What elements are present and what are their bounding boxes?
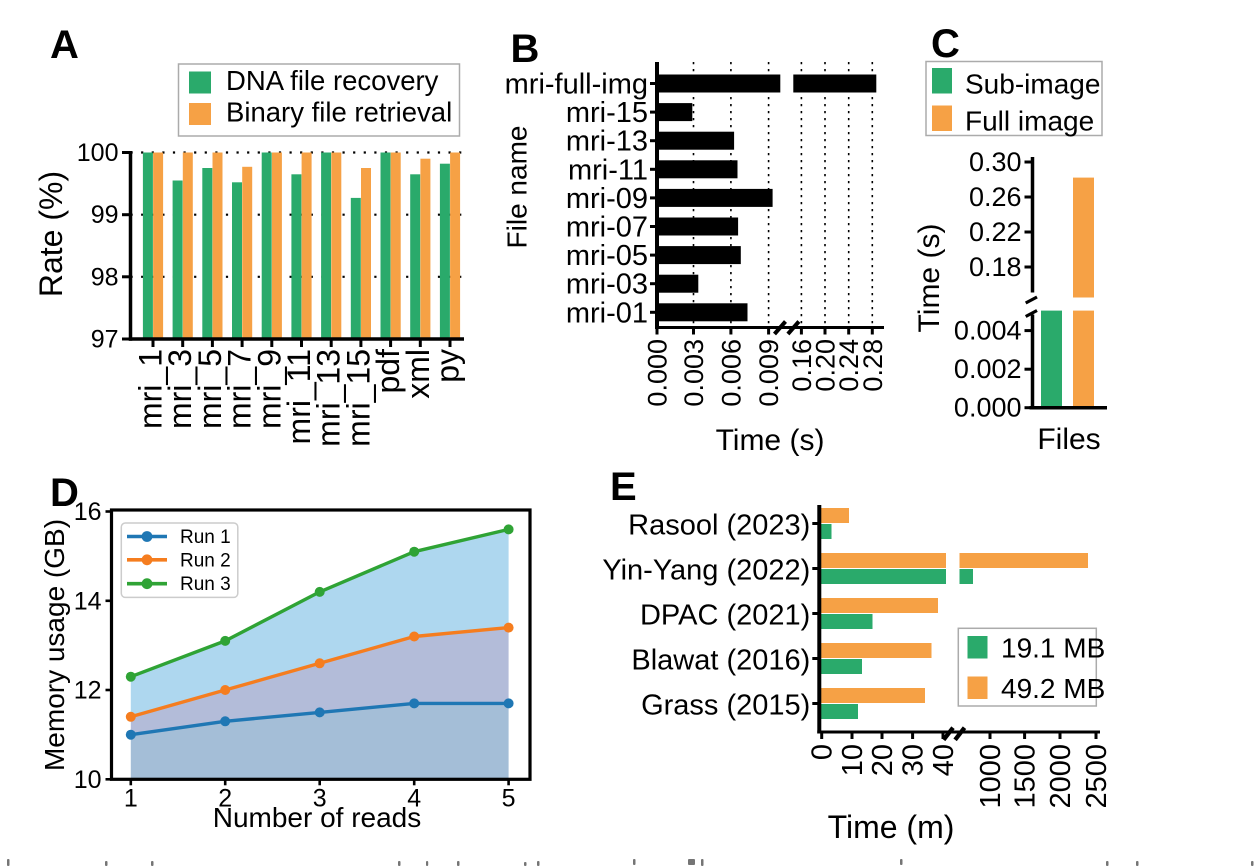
svg-text:C: C — [931, 22, 960, 66]
svg-text:0.18: 0.18 — [969, 252, 1022, 282]
svg-text:30: 30 — [898, 744, 930, 776]
svg-text:10: 10 — [74, 766, 102, 794]
svg-text:Rasool (2023): Rasool (2023) — [628, 510, 810, 542]
svg-text:Time (m): Time (m) — [828, 809, 955, 845]
svg-text:5: 5 — [502, 784, 516, 812]
svg-text:pdf: pdf — [370, 349, 406, 394]
svg-text:0.22: 0.22 — [969, 217, 1022, 247]
svg-text:mri_11: mri_11 — [281, 349, 317, 444]
svg-text:1000: 1000 — [975, 744, 1007, 809]
svg-text:0.006: 0.006 — [716, 339, 746, 407]
svg-text:Time (s): Time (s) — [913, 224, 946, 333]
svg-text:19.1 MB: 19.1 MB — [1001, 633, 1105, 664]
svg-text:0.28: 0.28 — [858, 339, 888, 392]
svg-text:E: E — [610, 465, 637, 509]
svg-text:Time (s): Time (s) — [716, 424, 825, 457]
svg-text:20: 20 — [867, 744, 899, 776]
svg-text:0.009: 0.009 — [754, 339, 784, 407]
svg-text:2: 2 — [218, 784, 232, 812]
svg-text:40: 40 — [928, 744, 960, 776]
svg-text:mri_15: mri_15 — [340, 349, 376, 447]
svg-text:10: 10 — [837, 744, 869, 776]
svg-text:Run 3: Run 3 — [180, 574, 231, 595]
svg-text:B: B — [511, 27, 540, 71]
svg-text:0.26: 0.26 — [969, 182, 1022, 212]
svg-text:xml: xml — [400, 349, 436, 399]
svg-text:mri-07: mri-07 — [566, 212, 648, 244]
svg-text:0.003: 0.003 — [679, 339, 709, 407]
svg-text:0.000: 0.000 — [954, 393, 1022, 423]
svg-text:DPAC (2021): DPAC (2021) — [640, 600, 810, 632]
svg-text:mri_5: mri_5 — [192, 349, 228, 429]
svg-text:A: A — [50, 23, 79, 67]
svg-text:97: 97 — [91, 326, 119, 354]
svg-text:Number of reads: Number of reads — [213, 802, 422, 833]
svg-text:Sub-image: Sub-image — [965, 69, 1100, 100]
svg-text:98: 98 — [91, 263, 119, 291]
svg-text:mri-13: mri-13 — [566, 126, 648, 158]
svg-text:1: 1 — [124, 784, 138, 812]
svg-text:mri_13: mri_13 — [311, 349, 347, 447]
svg-text:0: 0 — [807, 744, 839, 760]
svg-text:0.30: 0.30 — [969, 147, 1022, 177]
svg-text:100: 100 — [77, 139, 119, 167]
svg-text:mri_3: mri_3 — [162, 349, 198, 429]
svg-text:3: 3 — [313, 784, 327, 812]
svg-text:py: py — [430, 349, 466, 383]
svg-text:mri-15: mri-15 — [566, 97, 648, 129]
svg-text:4: 4 — [407, 784, 421, 812]
svg-text:2000: 2000 — [1045, 744, 1077, 809]
svg-text:mri-09: mri-09 — [566, 183, 648, 215]
svg-text:mri_9: mri_9 — [251, 349, 287, 429]
svg-text:0.20: 0.20 — [811, 339, 841, 392]
svg-text:mri-03: mri-03 — [566, 269, 648, 301]
svg-text:1500: 1500 — [1010, 744, 1042, 809]
svg-text:mri-11: mri-11 — [568, 154, 648, 186]
svg-text:D: D — [50, 471, 79, 515]
svg-text:Yin-Yang (2022): Yin-Yang (2022) — [602, 555, 810, 587]
svg-text:mri-05: mri-05 — [566, 240, 648, 272]
svg-text:Rate (%): Rate (%) — [33, 171, 69, 297]
svg-text:Full image: Full image — [965, 106, 1094, 137]
svg-text:0.24: 0.24 — [834, 339, 864, 392]
svg-text:Run 2: Run 2 — [180, 550, 231, 571]
svg-text:Memory usage (GB): Memory usage (GB) — [39, 519, 70, 771]
svg-text:mri-full-img: mri-full-img — [505, 69, 648, 101]
svg-text:mri-01: mri-01 — [566, 297, 648, 329]
svg-text:Binary file retrieval: Binary file retrieval — [226, 97, 452, 128]
svg-text:99: 99 — [91, 201, 119, 229]
svg-text:mri_1: mri_1 — [133, 349, 169, 429]
svg-text:Files: Files — [1037, 423, 1100, 456]
svg-text:16: 16 — [74, 498, 102, 526]
svg-text:0.16: 0.16 — [787, 339, 817, 392]
svg-text:Grass (2015): Grass (2015) — [641, 690, 810, 722]
svg-text:49.2 MB: 49.2 MB — [1001, 673, 1105, 704]
svg-text:Run 1: Run 1 — [180, 527, 231, 548]
svg-text:0.000: 0.000 — [643, 339, 673, 407]
svg-text:mri_7: mri_7 — [222, 349, 258, 429]
svg-text:12: 12 — [74, 677, 102, 705]
svg-text:DNA file recovery: DNA file recovery — [226, 65, 439, 96]
svg-text:2500: 2500 — [1081, 744, 1113, 809]
svg-text:0.004: 0.004 — [954, 316, 1022, 346]
svg-text:14: 14 — [74, 587, 102, 615]
svg-text:0.002: 0.002 — [954, 354, 1022, 384]
svg-text:File name: File name — [502, 126, 533, 249]
svg-text:Blawat (2016): Blawat (2016) — [631, 645, 810, 677]
